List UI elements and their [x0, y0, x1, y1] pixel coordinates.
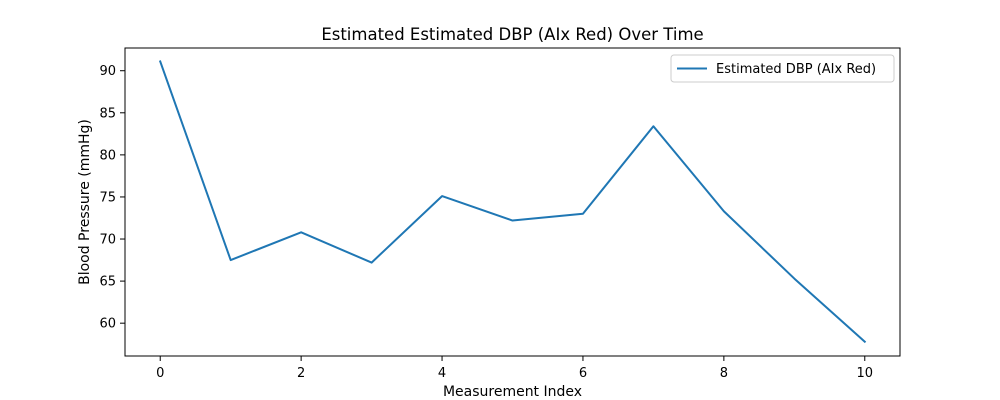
y-axis-ticks: 60 65 70 75 80 85 90: [99, 64, 125, 332]
y-tick-label: 85: [99, 106, 116, 121]
data-point: [158, 59, 163, 64]
series-layer: [158, 59, 867, 344]
chart-title: Estimated Estimated DBP (AIx Red) Over T…: [321, 25, 703, 44]
data-point: [510, 218, 515, 223]
y-tick-label: 70: [99, 233, 116, 248]
x-axis-ticks: 0 2 4 6 8 10: [156, 356, 873, 381]
y-tick-label: 65: [99, 275, 116, 290]
legend-box: [670, 54, 895, 83]
data-point: [299, 230, 304, 235]
y-tick-label: 80: [99, 148, 116, 163]
data-point: [651, 124, 656, 129]
plot-area-frame: [124, 47, 901, 357]
data-point: [440, 194, 445, 199]
x-tick-label: 2: [297, 366, 305, 381]
y-axis-label: Blood Pressure (mmHg): [77, 119, 93, 285]
data-point: [721, 209, 726, 214]
y-tick-label: 75: [99, 190, 116, 205]
legend: Estimated DBP (AIx Red): [670, 54, 895, 83]
legend-label: Estimated DBP (AIx Red): [716, 62, 876, 77]
x-tick-label: 4: [438, 366, 446, 381]
y-tick-label: 60: [99, 317, 116, 332]
data-point: [369, 260, 374, 265]
data-point: [580, 211, 585, 216]
x-axis-label: Measurement Index: [443, 384, 582, 400]
data-point: [862, 339, 867, 344]
x-tick-label: 10: [856, 366, 873, 381]
data-point: [228, 258, 233, 263]
data-point: [792, 276, 797, 281]
y-tick-label: 90: [99, 64, 116, 79]
x-tick-label: 8: [720, 366, 728, 381]
series-line: [158, 60, 867, 344]
x-tick-label: 6: [579, 366, 587, 381]
x-tick-label: 0: [156, 366, 164, 381]
